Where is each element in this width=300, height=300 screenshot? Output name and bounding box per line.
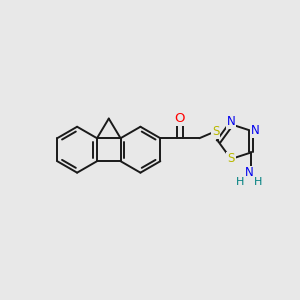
Text: O: O <box>175 112 185 125</box>
Text: S: S <box>212 125 219 138</box>
Text: N: N <box>226 116 236 128</box>
Text: H: H <box>236 177 244 188</box>
Text: N: N <box>250 124 259 137</box>
Text: H: H <box>254 177 262 188</box>
Text: S: S <box>227 152 235 166</box>
Text: N: N <box>245 167 254 179</box>
